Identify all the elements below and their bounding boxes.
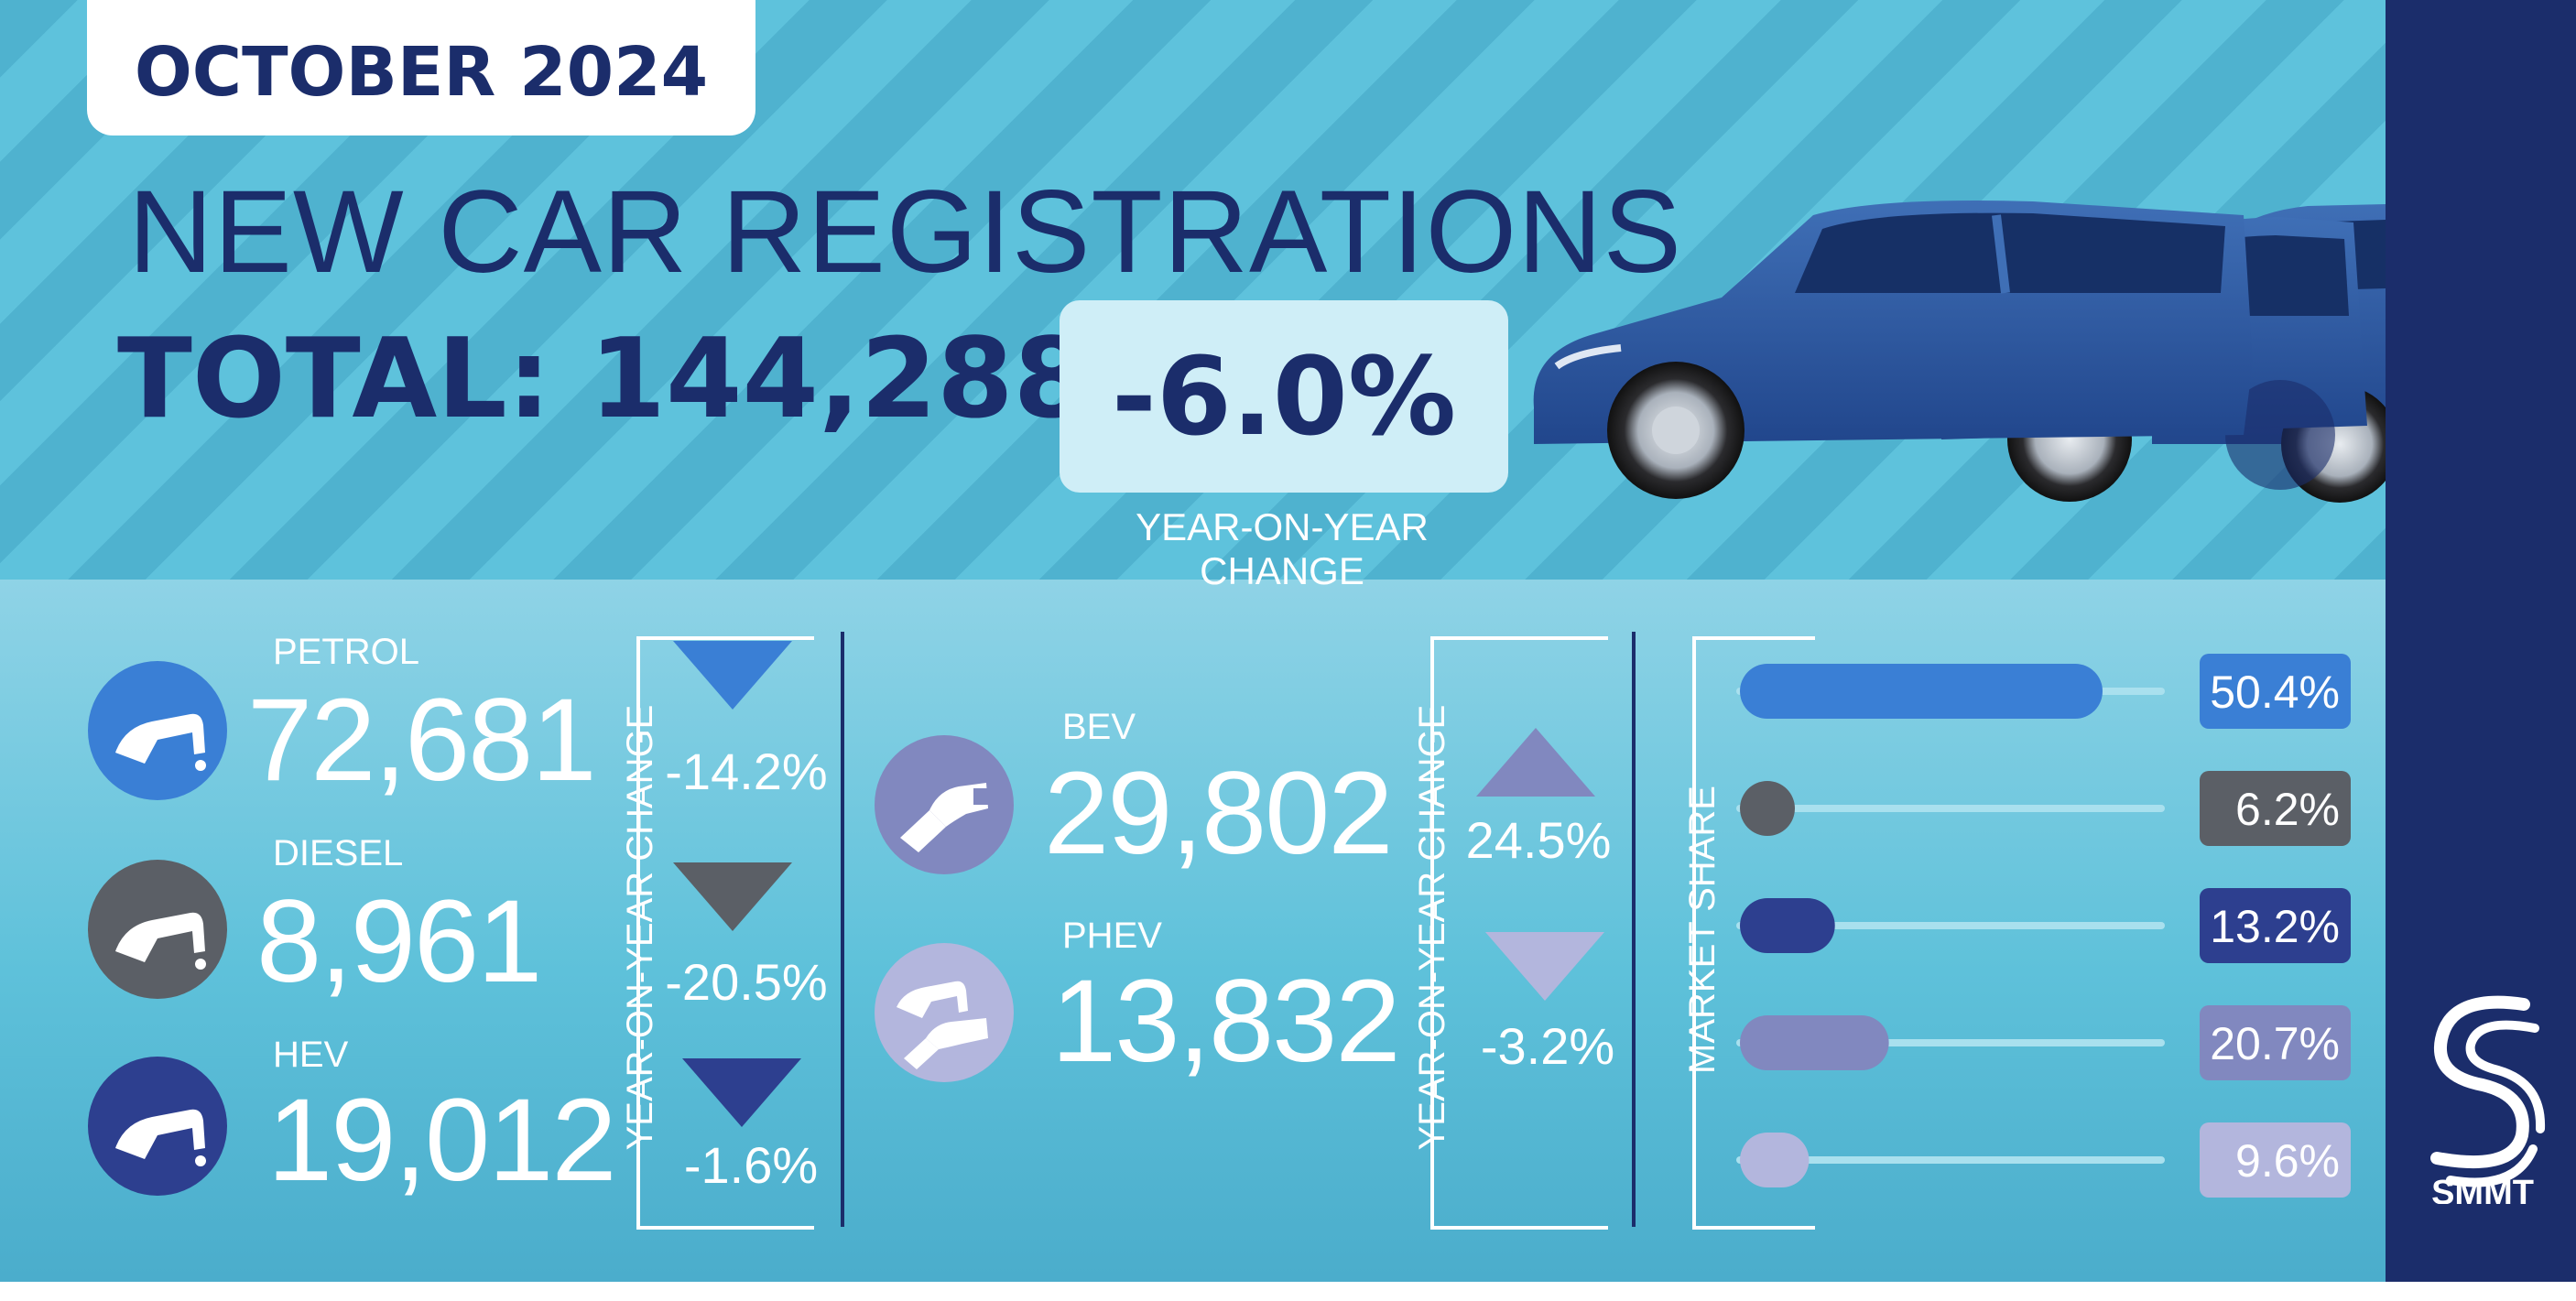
smmt-logo-text: SMMT xyxy=(2431,1174,2534,1204)
yoy-bracket-right xyxy=(1430,636,1608,1230)
market-share-label-box xyxy=(2200,888,2351,963)
month-tab xyxy=(87,0,755,136)
diesel-change-arrow xyxy=(673,862,792,931)
petrol-change-value: -14.2% xyxy=(665,743,828,800)
market-share-bar-hev xyxy=(1740,898,1835,953)
market-share-chart: 50.4% 6.2% 13.2% 20.7% 9.6% xyxy=(1736,654,2351,1198)
column-divider-2 xyxy=(1632,632,1636,1227)
hev-circle xyxy=(88,1057,227,1196)
market-share-bar-bev xyxy=(1740,1015,1889,1070)
yoy-change-value: -6.0% xyxy=(1111,333,1457,460)
market-share-bar-diesel xyxy=(1740,781,1795,836)
diesel-value: 8,961 xyxy=(256,876,542,1007)
petrol-label: PETROL xyxy=(273,632,420,672)
market-share-axis-label: MARKET SHARE xyxy=(1682,786,1723,1074)
cars-illustration xyxy=(1533,201,2386,503)
bev-change-arrow xyxy=(1476,728,1595,797)
fuel-pump-icon xyxy=(115,912,206,970)
yoy-bracket-left xyxy=(636,636,814,1230)
market-share-bar-petrol xyxy=(1740,664,2103,719)
bev-label: BEV xyxy=(1062,707,1136,747)
month-label: OCTOBER 2024 xyxy=(134,33,709,112)
market-share-label-box xyxy=(2200,771,2351,846)
market-share-label-box xyxy=(2200,1122,2351,1198)
hev-value: 19,012 xyxy=(267,1075,616,1206)
yoy-axis-label-left: YEAR-ON-YEAR CHANGE xyxy=(620,704,660,1151)
phev-value: 13,832 xyxy=(1051,956,1400,1087)
market-share-value-label: 6.2% xyxy=(2235,784,2340,835)
yoy-change-caption: YEAR-ON-YEAR CHANGE xyxy=(1136,505,1429,592)
yoy-change-box xyxy=(1060,300,1508,493)
plug-and-pump-icon xyxy=(897,981,988,1069)
phev-circle xyxy=(875,943,1014,1082)
diesel-change-value: -20.5% xyxy=(665,953,828,1011)
bev-circle xyxy=(875,735,1014,874)
market-share-value-label: 50.4% xyxy=(2210,667,2340,718)
diesel-label: DIESEL xyxy=(273,833,404,873)
market-share-bar-phev xyxy=(1740,1133,1810,1187)
hev-change-arrow xyxy=(682,1058,801,1127)
smmt-logo: SMMT xyxy=(2430,995,2546,1204)
market-share-value-label: 20.7% xyxy=(2210,1018,2340,1069)
diesel-circle xyxy=(88,860,227,999)
page-title: NEW CAR REGISTRATIONS xyxy=(128,167,1682,298)
market-share-label-box xyxy=(2200,1005,2351,1080)
petrol-change-arrow xyxy=(673,641,792,710)
market-share-value-label: 13.2% xyxy=(2210,901,2340,952)
fuel-pump-icon xyxy=(115,1109,206,1166)
bottom-strip xyxy=(0,1282,2576,1301)
market-share-label-box xyxy=(2200,654,2351,729)
phev-change-value: -3.2% xyxy=(1480,1017,1615,1075)
hev-label: HEV xyxy=(273,1035,349,1075)
bev-value: 29,802 xyxy=(1044,748,1393,879)
ev-plug-icon xyxy=(900,783,990,852)
market-share-bracket xyxy=(1692,636,1815,1230)
phev-change-arrow xyxy=(1485,932,1604,1001)
column-divider-1 xyxy=(841,632,844,1227)
market-share-value-label: 9.6% xyxy=(2235,1135,2340,1187)
total-registrations: TOTAL: 144,288 xyxy=(117,316,1091,443)
yoy-axis-label-right: YEAR-ON-YEAR CHANGE xyxy=(1412,704,1452,1151)
fuel-pump-icon xyxy=(115,713,206,771)
petrol-circle xyxy=(88,661,227,800)
petrol-value: 72,681 xyxy=(247,675,596,806)
car-front xyxy=(1533,201,2253,499)
bev-change-value: 24.5% xyxy=(1465,811,1612,869)
hev-change-value: -1.6% xyxy=(683,1136,819,1194)
phev-label: PHEV xyxy=(1062,916,1162,956)
